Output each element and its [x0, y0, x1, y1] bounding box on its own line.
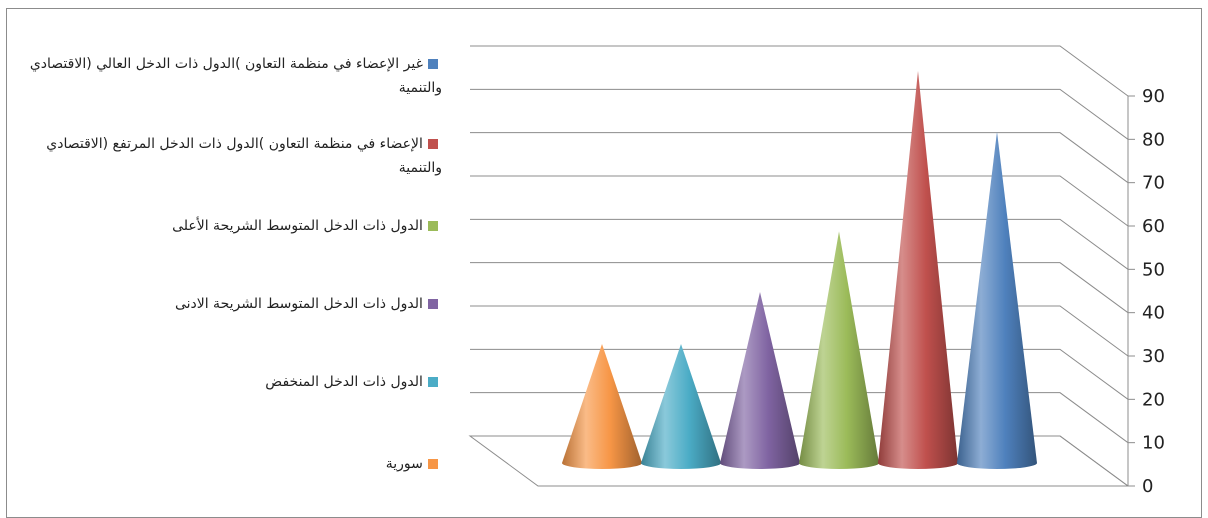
y-tick-label: 30: [1142, 346, 1165, 367]
gridline: [470, 218, 1129, 270]
cone-1: [562, 344, 642, 469]
legend-label: غير الإعضاء في منظمة التعاون )الدول ذات …: [29, 56, 442, 96]
legend-swatch: [428, 58, 438, 69]
legend-swatch: [428, 298, 438, 309]
gridline: [470, 45, 1129, 97]
legend-swatch: [428, 458, 438, 469]
legend-item: سورية: [22, 452, 442, 476]
y-tick-label: 70: [1142, 173, 1165, 194]
y-tick-label: 80: [1142, 129, 1165, 150]
legend-item: الدول ذات الدخل المتوسط الشريحة الادنى: [22, 292, 442, 316]
legend-label: الدول ذات الدخل المتوسط الشريحة الأعلى: [172, 218, 423, 234]
legend-label: الدول ذات الدخل المتوسط الشريحة الادنى: [174, 296, 423, 312]
gridline: [470, 132, 1129, 184]
legend-item: الإعضاء في منظمة التعاون )الدول ذات الدخ…: [22, 132, 442, 180]
legend-swatch: [428, 220, 438, 231]
y-tick-label: 0: [1142, 476, 1153, 497]
gridline: [470, 262, 1129, 314]
gridline: [470, 348, 1129, 400]
cone-5: [878, 71, 958, 469]
gridline: [470, 305, 1129, 357]
cone-6: [957, 131, 1037, 469]
legend-item: غير الإعضاء في منظمة التعاون )الدول ذات …: [22, 52, 442, 100]
y-tick-label: 10: [1142, 433, 1165, 454]
legend-label: سورية: [385, 456, 423, 472]
cone-4: [799, 231, 879, 469]
legend-swatch: [428, 376, 438, 387]
y-tick-label: 90: [1142, 86, 1165, 107]
legend-label: الدول ذات الدخل المنخفض: [265, 374, 423, 390]
y-tick-label: 20: [1142, 389, 1165, 410]
legend-item: الدول ذات الدخل المنخفض: [22, 370, 442, 394]
y-tick-label: 40: [1142, 303, 1165, 324]
legend-swatch: [428, 138, 438, 149]
cone-3: [720, 292, 800, 469]
y-tick-label: 60: [1142, 216, 1165, 237]
legend-label: الإعضاء في منظمة التعاون )الدول ذات الدخ…: [46, 136, 442, 176]
cone-2: [641, 344, 721, 469]
gridline: [470, 88, 1129, 140]
legend-item: الدول ذات الدخل المتوسط الشريحة الأعلى: [22, 214, 442, 238]
gridline: [470, 175, 1129, 227]
y-tick-label: 50: [1142, 259, 1165, 280]
